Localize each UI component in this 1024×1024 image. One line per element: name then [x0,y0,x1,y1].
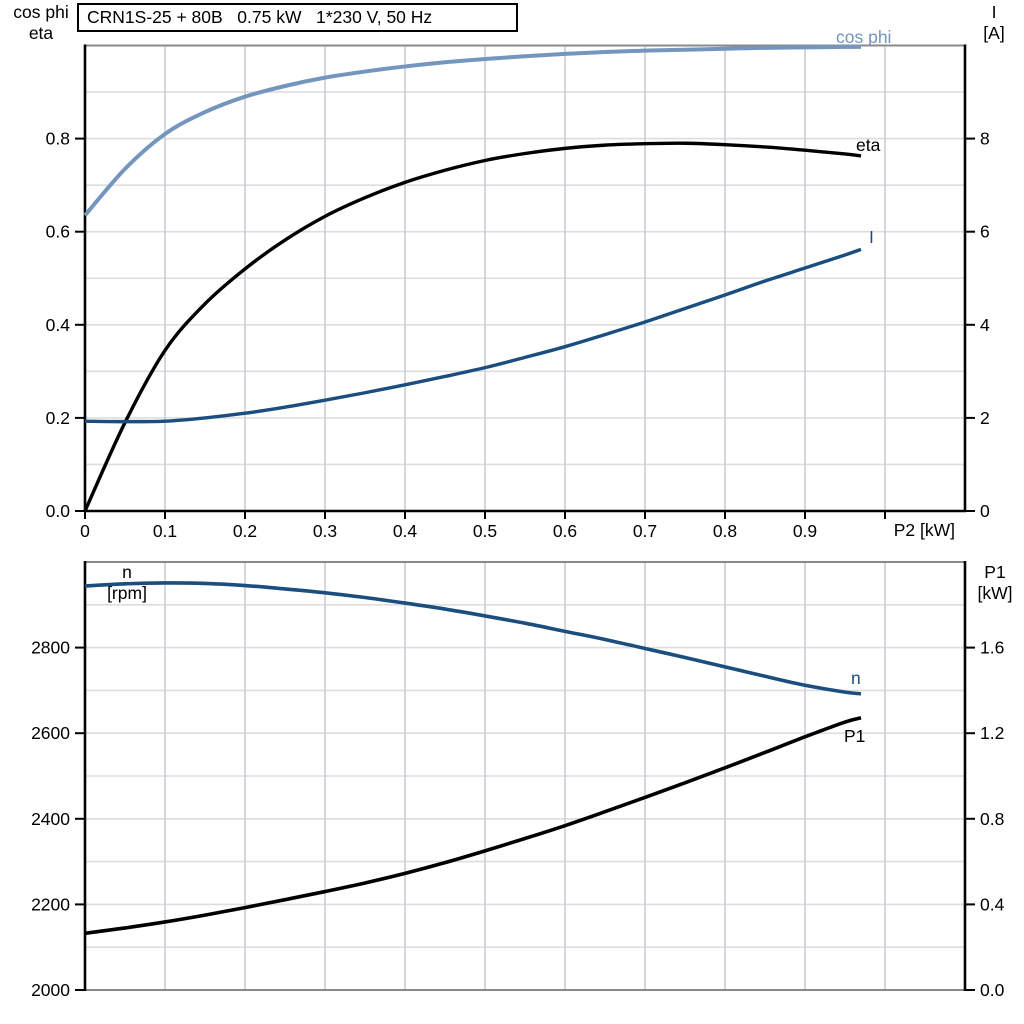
right-tick-label: 0 [980,501,990,521]
curve-n [84,581,862,696]
x-tick-label: 0.5 [473,521,497,541]
right-tick-label: 0.8 [980,809,1004,829]
x-axis-unit-label: P2 [kW] [893,520,955,540]
curve-label-cos-phi: cos phi [836,27,891,47]
right-axis-label-line2: [A] [983,23,1005,43]
x-tick-label: 0.3 [313,521,337,541]
right-tick-label: 0.0 [980,980,1005,1000]
curve-label-p1: P1 [844,726,865,746]
curve-cos-phi [83,44,862,217]
left-axis-label-line1: cos phi [13,2,69,22]
left-tick-label: 0.6 [46,222,70,242]
curve-label-n: n [851,668,861,688]
left-axis-label-line2: eta [28,23,54,43]
power-axis-label-line2: [kW] [977,583,1013,603]
x-tick-label: 0.2 [233,521,257,541]
right-axis-label-line1: I [991,2,997,22]
left-tick-label: 2800 [31,638,70,658]
right-tick-label: 1.2 [980,723,1004,743]
x-tick-label: 0.6 [553,521,577,541]
x-tick-label: 0.1 [153,521,177,541]
top-right-axis-label: I [A] [966,2,1022,44]
curve-p1 [84,716,862,936]
left-tick-label: 2600 [31,723,70,743]
top-left-axis-label: cos phi eta [2,2,80,44]
left-tick-label: 2000 [31,980,70,1000]
right-tick-label: 0.4 [980,894,1005,914]
left-tick-label: 0.4 [46,315,71,335]
x-tick-label: 0.8 [713,521,737,541]
left-tick-label: 0.8 [46,129,70,149]
right-tick-label: 8 [980,129,990,149]
right-tick-label: 2 [980,408,990,428]
left-tick-label: 2200 [31,894,70,914]
bottom-right-axis-label: P1 [kW] [966,562,1024,604]
right-tick-label: 6 [980,222,990,242]
curve-eta [83,141,862,512]
x-tick-label: 0 [80,521,90,541]
left-tick-label: 0.2 [46,408,70,428]
curve-label-i: I [869,227,874,247]
speed-axis-label-line2: [rpm] [107,583,147,603]
bottom-left-axis-label: n [rpm] [98,562,156,604]
right-tick-label: 1.6 [980,638,1004,658]
x-tick-label: 0.9 [793,521,817,541]
x-tick-label: 0.4 [393,521,418,541]
x-tick-label: 0.7 [633,521,657,541]
chart-title-box: CRN1S-25 + 80B 0.75 kW 1*230 V, 50 Hz [77,3,518,32]
curve-label-eta: eta [856,135,881,155]
right-tick-label: 4 [980,315,990,335]
power-axis-label-line1: P1 [984,562,1006,582]
curve-i [84,247,862,424]
left-tick-label: 0.0 [46,501,71,521]
left-tick-label: 2400 [31,809,70,829]
speed-axis-label-line1: n [122,562,132,582]
